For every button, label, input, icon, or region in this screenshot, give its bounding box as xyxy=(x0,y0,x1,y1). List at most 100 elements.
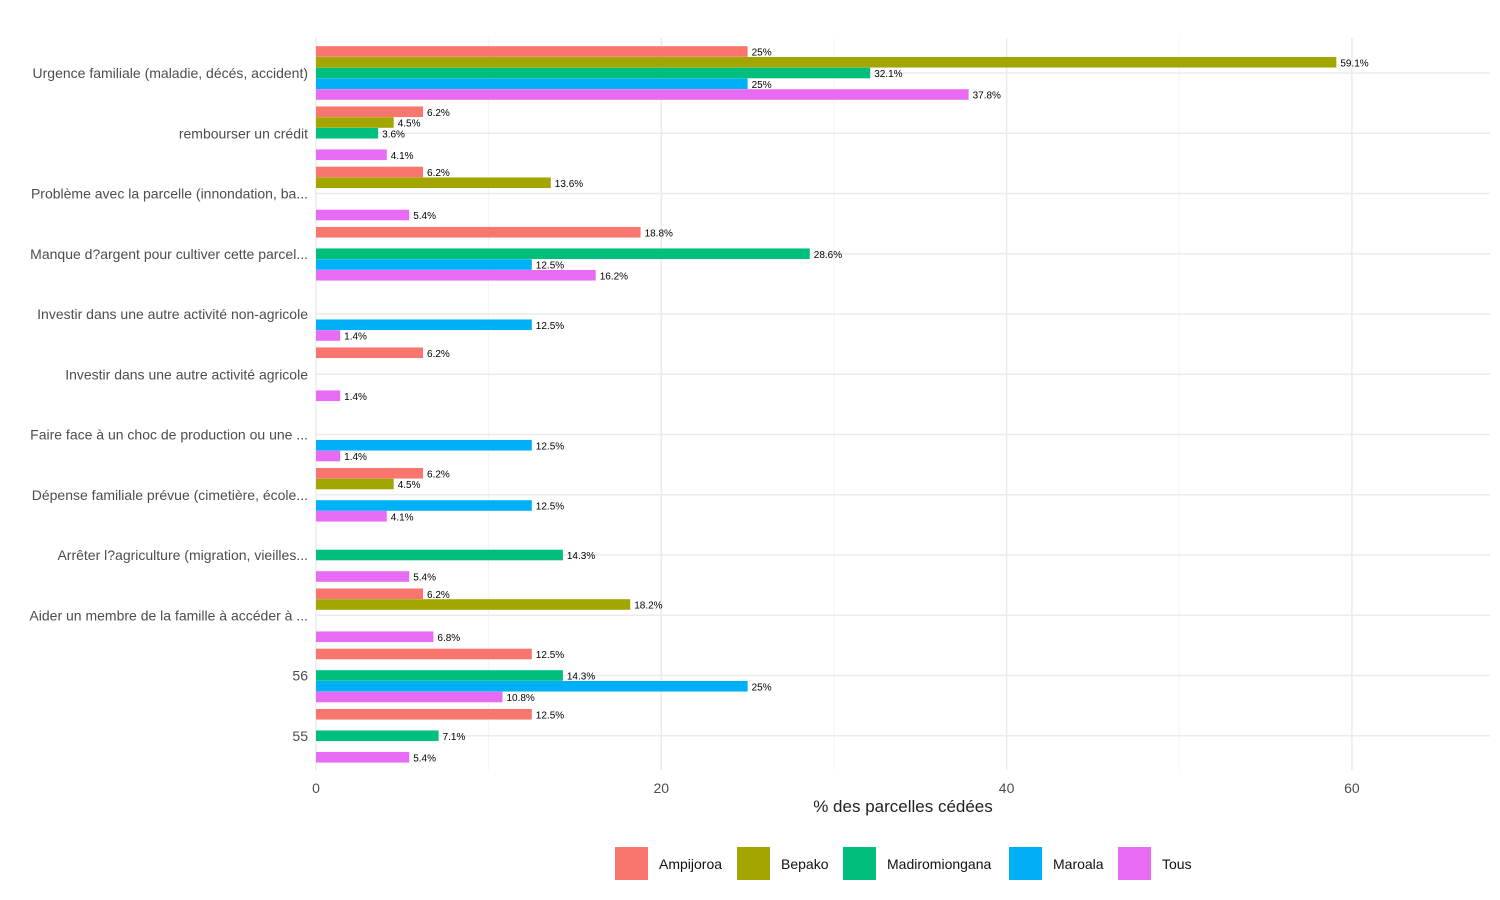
bar-tous xyxy=(316,751,410,763)
bar-tous xyxy=(316,269,596,281)
data-label: 10.8% xyxy=(506,693,534,704)
bar-ampijoroa xyxy=(316,166,424,178)
data-label: 6.2% xyxy=(427,349,450,360)
data-label: 12.5% xyxy=(536,321,564,332)
x-tick-label: 40 xyxy=(999,780,1015,796)
category-label: Manque d?argent pour cultiver cette parc… xyxy=(30,246,308,262)
bar-maroala xyxy=(316,259,532,270)
category-label: Faire face à un choc de production ou un… xyxy=(30,427,308,443)
bars: 25% 6.2% 6.2% 18.8% 6.2% 6.2% 6.2% 12.5% 12.5% 59… xyxy=(316,46,1369,764)
data-label: 18.8% xyxy=(645,228,673,239)
data-label: 28.6% xyxy=(814,250,842,261)
x-tick-label: 60 xyxy=(1344,780,1360,796)
legend-label: Ampijoroa xyxy=(659,856,722,872)
bar-madiromiongana xyxy=(316,67,871,79)
legend: Ampijoroa Bepako Madiromiongana Maroala Tous xyxy=(615,847,1192,880)
legend-label: Madiromiongana xyxy=(887,856,991,872)
bar-madiromiongana xyxy=(316,549,563,561)
data-label: 4.5% xyxy=(398,119,421,130)
legend-key-bepako xyxy=(737,847,770,880)
data-label: 6.2% xyxy=(427,108,450,119)
bar-maroala xyxy=(316,500,532,511)
data-label: 6.2% xyxy=(427,590,450,601)
bar-maroala xyxy=(316,439,532,451)
bar-ampijoroa xyxy=(316,46,748,57)
data-label: 14.3% xyxy=(567,672,595,683)
data-label: 1.4% xyxy=(344,392,367,403)
data-label: 25% xyxy=(752,48,772,59)
data-label: 7.1% xyxy=(443,732,466,743)
data-label: 5.4% xyxy=(413,753,436,764)
bar-bepako xyxy=(316,56,1337,68)
data-label: 14.3% xyxy=(567,551,595,562)
bar-ampijoroa xyxy=(316,588,424,600)
data-label: 1.4% xyxy=(344,332,367,343)
data-label: 37.8% xyxy=(973,91,1001,102)
bar-bepako xyxy=(316,177,551,189)
bar-tous xyxy=(316,450,341,462)
legend-key-madiromiongana xyxy=(843,847,876,880)
data-label: 5.4% xyxy=(413,211,436,222)
data-label: 6.2% xyxy=(427,168,450,179)
category-label: Dépense familiale prévue (cimetière, éco… xyxy=(32,487,308,503)
legend-key-maroala xyxy=(1009,847,1042,880)
bar-tous xyxy=(316,89,969,100)
x-tick-label: 0 xyxy=(312,780,320,796)
category-label: 55 xyxy=(292,728,308,744)
bar-tous xyxy=(316,390,341,402)
category-label: Problème avec la parcelle (innondation, … xyxy=(31,186,308,202)
x-tick-label: 20 xyxy=(654,780,670,796)
legend-label: Maroala xyxy=(1053,856,1104,872)
bar-maroala xyxy=(316,680,748,692)
x-tick-labels: 0 20 40 60 xyxy=(312,780,1360,796)
bar-madiromiongana xyxy=(316,248,810,260)
bar-madiromiongana xyxy=(316,127,379,139)
data-label: 13.6% xyxy=(555,179,583,190)
bar-madiromiongana xyxy=(316,670,563,681)
data-label: 59.1% xyxy=(1340,58,1368,69)
bar-tous xyxy=(316,510,387,522)
data-label: 32.1% xyxy=(874,69,902,80)
data-label: 12.5% xyxy=(536,502,564,513)
data-label: 25% xyxy=(752,80,772,91)
grid xyxy=(315,38,1490,770)
bar-tous xyxy=(316,691,503,703)
data-label: 1.4% xyxy=(344,452,367,463)
bar-tous xyxy=(316,149,387,161)
data-label: 6.8% xyxy=(437,633,460,644)
legend-key-ampijoroa xyxy=(615,847,648,880)
category-label: Arrêter l?agriculture (migration, vieill… xyxy=(57,547,308,563)
data-label: 4.1% xyxy=(391,512,414,523)
data-label: 6.2% xyxy=(427,469,450,480)
bar-ampijoroa xyxy=(316,347,424,359)
legend-label: Tous xyxy=(1162,856,1192,872)
data-label: 12.5% xyxy=(536,441,564,452)
bar-tous xyxy=(316,631,434,643)
bar-bepako xyxy=(316,478,394,490)
bar-bepako xyxy=(316,117,394,128)
bar-madiromiongana xyxy=(316,730,439,742)
bar-tous xyxy=(316,330,341,341)
bar-ampijoroa xyxy=(316,106,424,118)
bar-tous xyxy=(316,571,410,582)
legend-key-tous xyxy=(1118,847,1151,880)
bar-ampijoroa xyxy=(316,708,532,720)
bar-tous xyxy=(316,209,410,221)
data-label: 5.4% xyxy=(413,573,436,584)
data-label: 16.2% xyxy=(600,271,628,282)
bar-maroala xyxy=(316,78,748,90)
data-label: 12.5% xyxy=(536,650,564,661)
category-labels: Urgence familiale (maladie, décés, accid… xyxy=(29,65,308,744)
data-label: 25% xyxy=(752,682,772,693)
bar-bepako xyxy=(316,599,631,610)
bar-ampijoroa xyxy=(316,648,532,660)
data-label: 12.5% xyxy=(536,261,564,272)
category-label: Investir dans une autre activité agricol… xyxy=(65,366,308,382)
legend-label: Bepako xyxy=(781,856,829,872)
data-label: 3.6% xyxy=(382,129,405,140)
category-label: Investir dans une autre activité non-agr… xyxy=(37,306,308,322)
data-label: 12.5% xyxy=(536,710,564,721)
category-label: Urgence familiale (maladie, décés, accid… xyxy=(33,65,308,81)
category-label: Aider un membre de la famille à accéder … xyxy=(29,607,308,623)
